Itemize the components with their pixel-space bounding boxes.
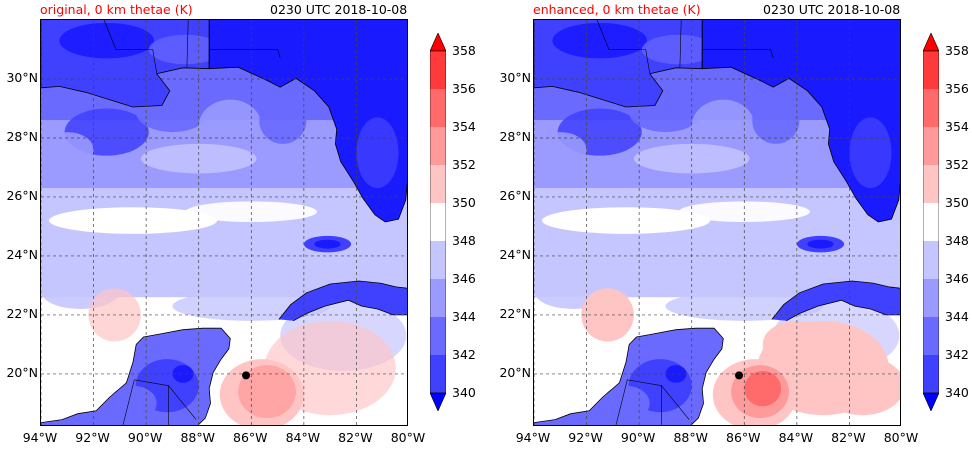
lon-tick-label: 80°W [883,430,919,445]
colorbar-extend-min [430,392,446,411]
lon-tick-label: 86°W [233,430,268,445]
lon-tick-label: 84°W [778,430,814,445]
lon-tick-label: 94°W [515,430,551,445]
colorbar-tick-label: 358 [452,43,476,58]
lat-tick-label: 20°N [499,364,531,380]
lat-tick-label: 24°N [6,246,38,262]
colorbar-bin [923,279,939,317]
panel-title-field: enhanced, 0 km thetae (K) [533,2,701,17]
map-original [40,19,408,426]
lat-tick-label: 26°N [6,187,38,203]
colorbar-tick-label: 344 [452,309,476,324]
lat-tick-label: 28°N [499,128,531,144]
panel-title-field: original, 0 km thetae (K) [40,2,193,17]
colorbar-bin [430,279,446,317]
colorbar-bin [923,51,939,89]
lon-tick-label: 82°W [338,430,373,445]
colorbar-bin [430,241,446,279]
lat-tick-label: 24°N [499,246,531,262]
colorbar-tick-label: 346 [452,271,476,286]
colorbar-bin [430,127,446,165]
colorbar-bin [923,355,939,393]
lon-tick-label: 88°W [673,430,708,445]
colorbar-tick-label: 340 [945,385,969,400]
lat-tick-label: 26°N [499,187,531,203]
colorbar-tick-label: 352 [945,157,969,172]
colorbar [430,33,446,411]
colorbar-bin [430,51,446,89]
colorbar-bin [923,165,939,203]
colorbar-tick-label: 346 [945,271,969,286]
lon-tick-label: 92°W [568,430,603,445]
colorbar-bin [923,317,939,355]
colorbar-bin [430,89,446,127]
colorbar-tick-label: 342 [452,347,476,362]
colorbar-bin [430,165,446,203]
storm-center-marker [242,371,251,380]
colorbar-tick-label: 352 [452,157,476,172]
colorbar-extend-max [430,33,446,52]
colorbar-tick-label: 350 [945,195,969,210]
lon-tick-label: 90°W [127,430,163,445]
colorbar-bin [923,89,939,127]
colorbar-tick-label: 354 [452,119,476,134]
lon-tick-label: 90°W [620,430,656,445]
colorbar-extend-min [923,392,939,411]
lon-tick-label: 86°W [726,430,761,445]
lat-tick-label: 30°N [6,69,38,85]
colorbar-extend-max [923,33,939,52]
colorbar-bin [923,127,939,165]
colorbar-tick-label: 354 [945,119,969,134]
lat-tick-label: 22°N [6,305,38,321]
colorbar-bin [430,355,446,393]
lon-tick-label: 84°W [285,430,321,445]
panel-original: original, 0 km thetae (K) 0230 UTC 2018-… [6,2,476,445]
panel-title-time: 0230 UTC 2018-10-08 [270,2,408,17]
panel-title-time: 0230 UTC 2018-10-08 [763,2,901,17]
colorbar-tick-label: 340 [452,385,476,400]
colorbar-tick-label: 356 [452,81,476,96]
lon-tick-label: 82°W [831,430,866,445]
colorbar-bin [430,203,446,241]
colorbar-tick-label: 348 [452,233,476,248]
lat-tick-label: 22°N [499,305,531,321]
map-enhanced [533,19,901,426]
lon-tick-label: 88°W [180,430,215,445]
lat-tick-label: 20°N [6,364,38,380]
lon-tick-label: 94°W [22,430,58,445]
colorbar-tick-label: 342 [945,347,969,362]
colorbar-bin [430,317,446,355]
colorbar-tick-label: 348 [945,233,969,248]
colorbar-tick-label: 358 [945,43,969,58]
panel-enhanced: enhanced, 0 km thetae (K) 0230 UTC 2018-… [493,0,972,449]
lat-tick-label: 30°N [499,69,531,85]
colorbar-tick-label: 344 [945,309,969,324]
lon-tick-label: 92°W [75,430,110,445]
colorbar-tick-label: 356 [945,81,969,96]
colorbar-tick-label: 350 [452,195,476,210]
storm-center-marker [735,371,744,380]
colorbar-bin [923,203,939,241]
colorbar [923,33,939,411]
lat-tick-label: 28°N [6,128,38,144]
lon-tick-label: 80°W [390,430,426,445]
colorbar-bin [923,241,939,279]
